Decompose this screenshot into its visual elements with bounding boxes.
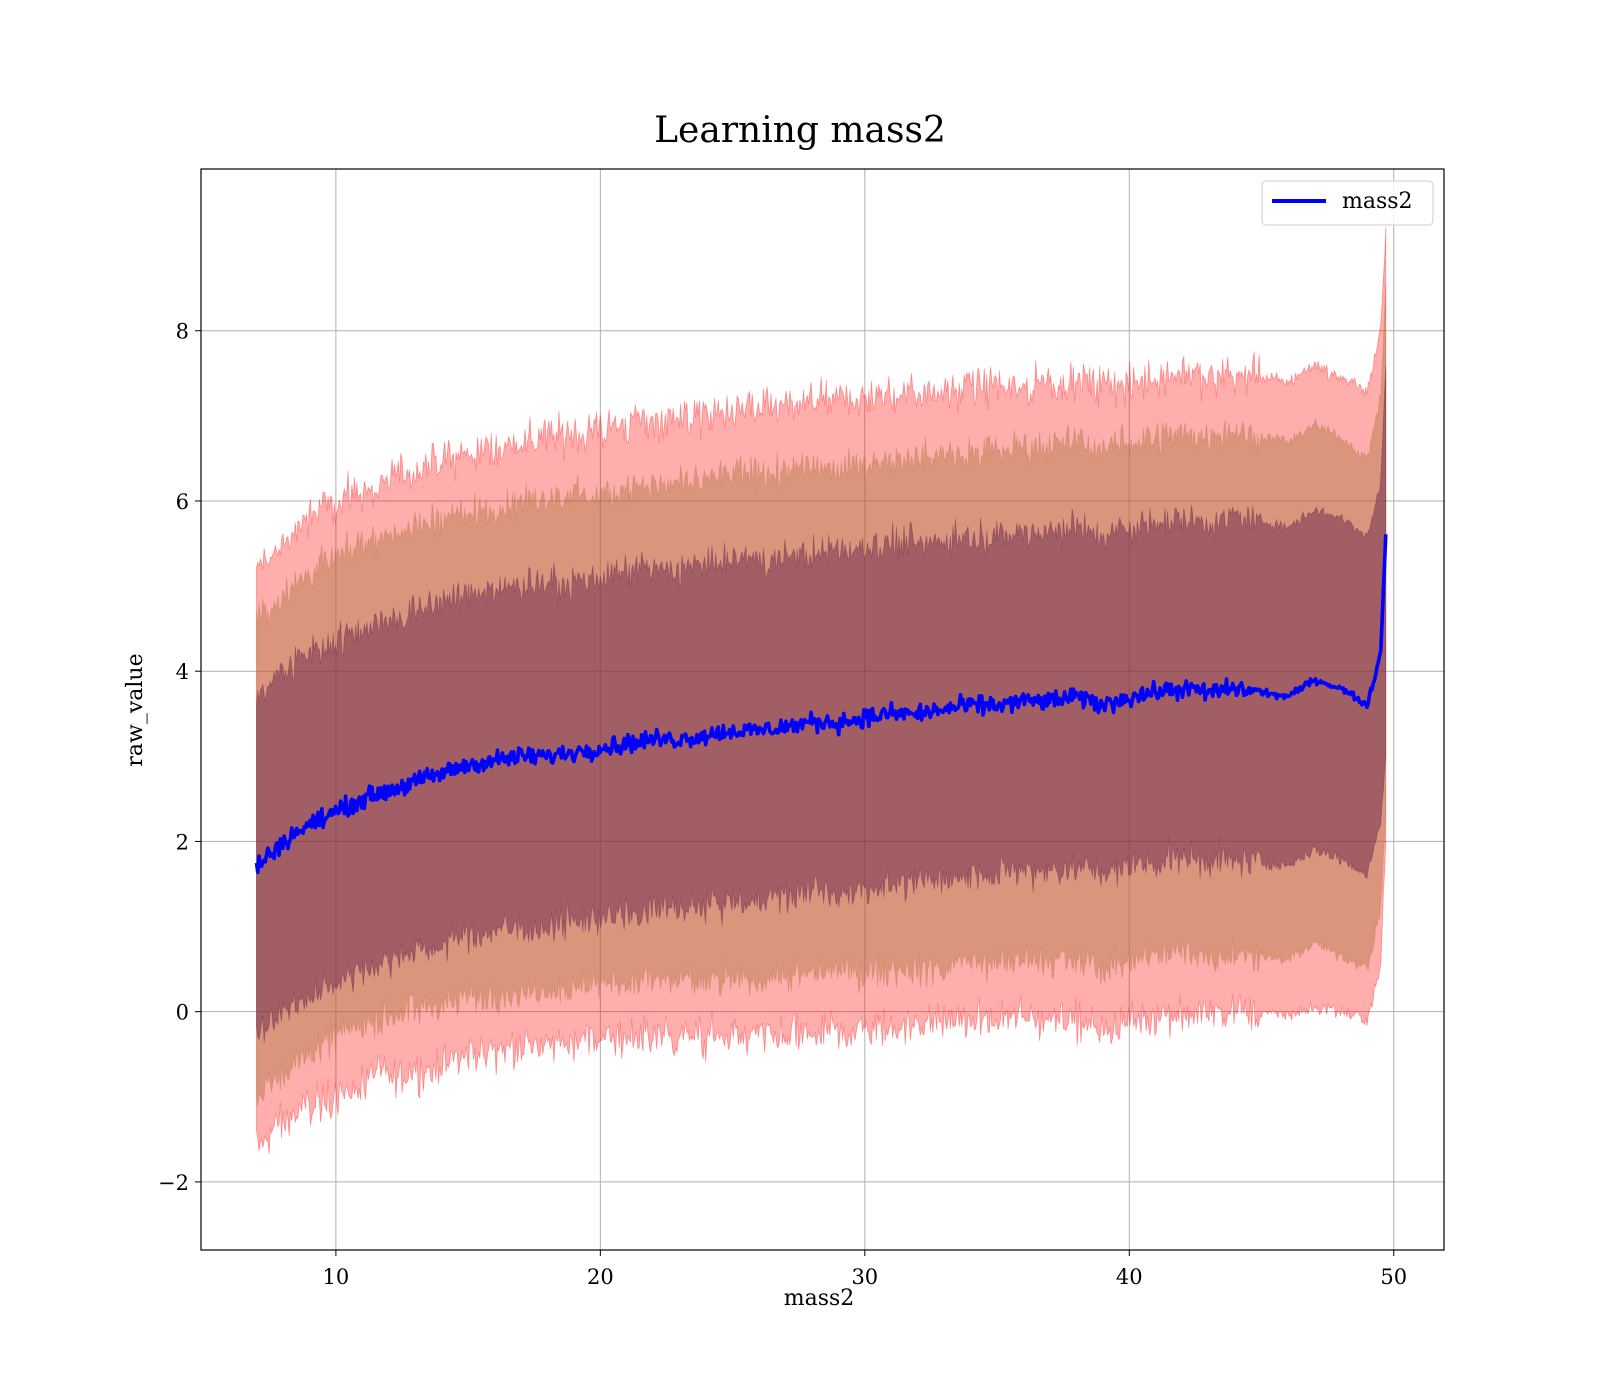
- legend-entry: mass2: [1342, 189, 1413, 214]
- y-axis-ticks: −2 0 2 4 6 8: [158, 320, 201, 1195]
- y-tick-label: 4: [176, 660, 189, 684]
- series-lines: [254, 534, 1388, 875]
- x-tick-label: 30: [851, 1265, 878, 1289]
- x-tick-label: 20: [587, 1265, 614, 1289]
- series-line-mass2: [254, 534, 1388, 875]
- y-tick-label: 8: [176, 320, 189, 344]
- plot-frame: [200, 168, 1445, 1251]
- outer-band: [256, 226, 1387, 1155]
- y-tick-label: 6: [176, 490, 189, 514]
- grid-lines: [201, 169, 1444, 1250]
- middle-band: [256, 285, 1387, 1107]
- y-axis-label: raw_value: [123, 653, 148, 766]
- y-tick-label: −2: [158, 1171, 189, 1195]
- confidence-bands: [256, 226, 1387, 1155]
- legend: mass2: [1261, 180, 1434, 226]
- x-tick-label: 40: [1116, 1265, 1143, 1289]
- y-tick-label: 0: [176, 1001, 189, 1025]
- x-axis-label: mass2: [784, 1286, 855, 1311]
- x-axis-ticks: 10 20 30 40 50: [323, 1250, 1407, 1289]
- legend-box: [1261, 180, 1434, 226]
- x-tick-label: 10: [323, 1265, 350, 1289]
- inner-band: [256, 365, 1387, 1043]
- chart-title: Learning mass2: [654, 110, 946, 151]
- y-tick-label: 2: [176, 830, 189, 854]
- x-tick-label: 50: [1380, 1265, 1407, 1289]
